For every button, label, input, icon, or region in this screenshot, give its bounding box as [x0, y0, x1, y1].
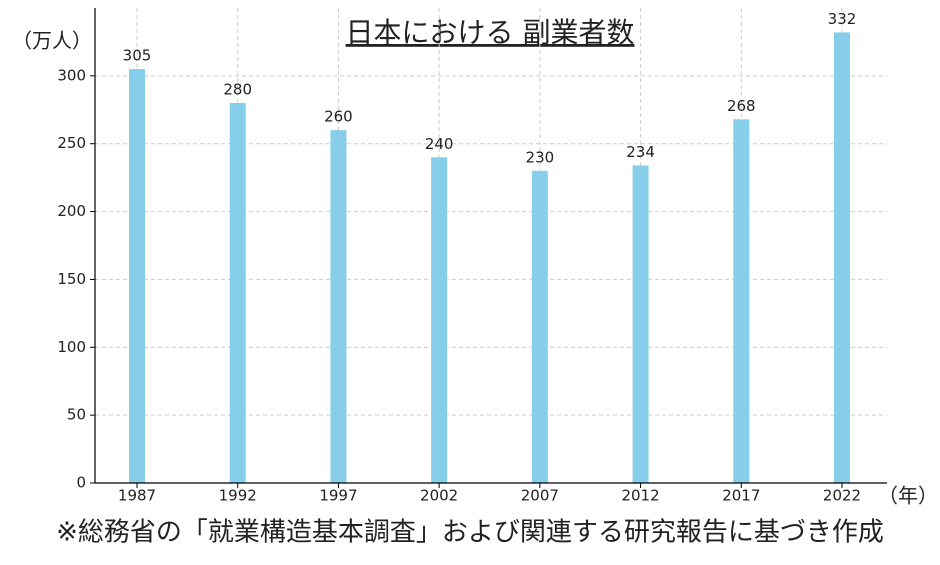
bar: [834, 32, 850, 484]
bar: [229, 103, 246, 483]
x-tick-label: 1987: [118, 487, 156, 505]
chart-title: 日本における 副業者数: [346, 16, 635, 49]
bar: [632, 165, 649, 483]
data-label: 280: [223, 81, 252, 99]
footnote: ※総務省の「就業構造基本調査」および関連する研究報告に基づき作成: [56, 518, 884, 548]
x-tick-label: 1997: [319, 487, 357, 505]
y-tick-label: 150: [57, 270, 86, 288]
y-tick-label: 100: [57, 338, 86, 356]
bar: [431, 157, 448, 484]
x-tick-label: 2002: [420, 487, 458, 505]
bar: [733, 119, 750, 484]
bar: [531, 170, 548, 483]
x-tick-label: 2022: [823, 487, 861, 505]
y-tick-label: 250: [57, 134, 86, 152]
data-label: 240: [425, 135, 454, 153]
x-axis-label: （年）: [878, 484, 938, 508]
y-tick-label: 50: [67, 406, 86, 424]
x-tick-label: 2012: [621, 487, 659, 505]
data-label: 305: [123, 47, 152, 65]
x-tick-label: 1992: [219, 487, 257, 505]
y-tick-label: 0: [76, 474, 86, 492]
y-axis-label: （万人）: [12, 29, 92, 53]
data-label: 230: [526, 148, 555, 166]
bar: [129, 69, 145, 484]
bar: [330, 130, 347, 483]
x-tick-label: 2007: [521, 487, 559, 505]
x-tick-label: 2017: [722, 487, 760, 505]
y-tick-label: 200: [57, 202, 86, 220]
data-label: 268: [727, 97, 756, 115]
data-label: 260: [324, 108, 353, 126]
data-label: 234: [626, 143, 655, 161]
data-label: 332: [828, 10, 857, 28]
y-tick-label: 300: [57, 66, 86, 84]
